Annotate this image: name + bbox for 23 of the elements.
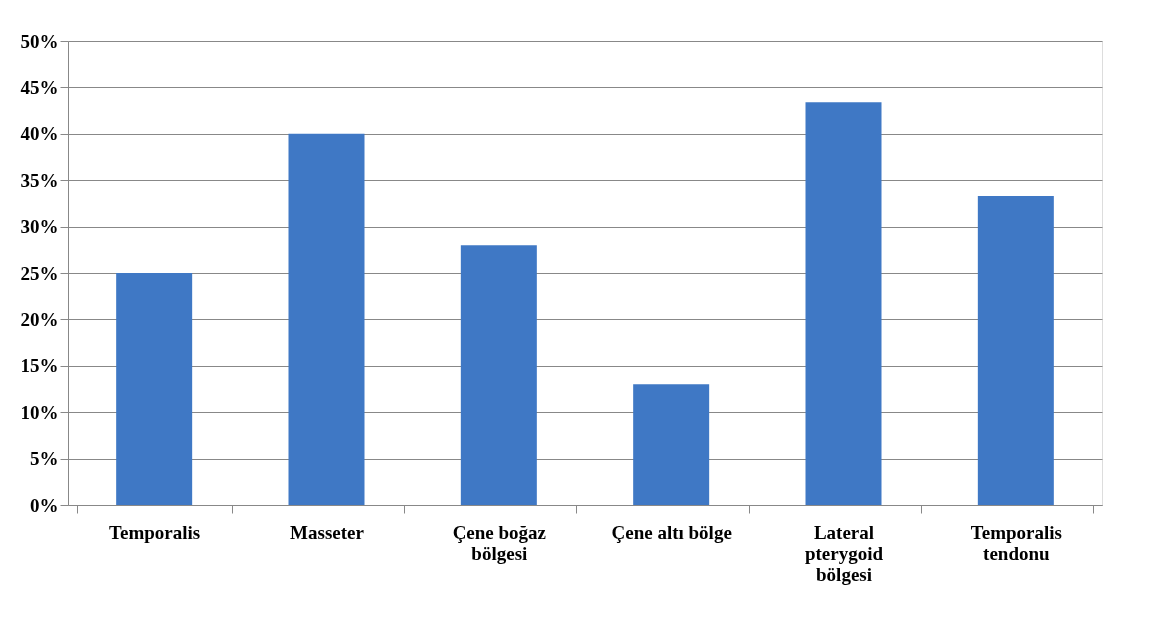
bar: [460, 245, 537, 505]
y-tick-label: 50%: [20, 30, 59, 52]
y-tick-label: 0%: [30, 494, 59, 516]
bar: [288, 133, 365, 505]
y-tick-label: 15%: [20, 355, 59, 377]
y-tick-label: 45%: [20, 76, 59, 98]
x-tick-label: Çene altı bölge: [611, 521, 732, 543]
y-tick-label: 10%: [20, 401, 59, 423]
x-tick-label: Çene boğaz bölgesi: [452, 521, 547, 564]
x-tick-label: Lateral pterygoid bölgesi: [804, 521, 884, 585]
bar: [977, 195, 1054, 505]
y-tick-label: 40%: [20, 123, 59, 145]
bar: [805, 102, 882, 505]
y-tick-label: 35%: [20, 169, 59, 191]
bar: [116, 273, 193, 505]
x-tick-label: Temporalis tendonu: [970, 521, 1062, 564]
y-tick-label: 25%: [20, 262, 59, 284]
y-tick-label: 30%: [20, 216, 59, 238]
y-tick-label: 20%: [20, 308, 59, 330]
x-tick-label: Temporalis: [109, 521, 201, 543]
x-tick-label: Masseter: [290, 521, 365, 543]
bar: [633, 384, 710, 505]
y-tick-label: 5%: [30, 448, 59, 470]
